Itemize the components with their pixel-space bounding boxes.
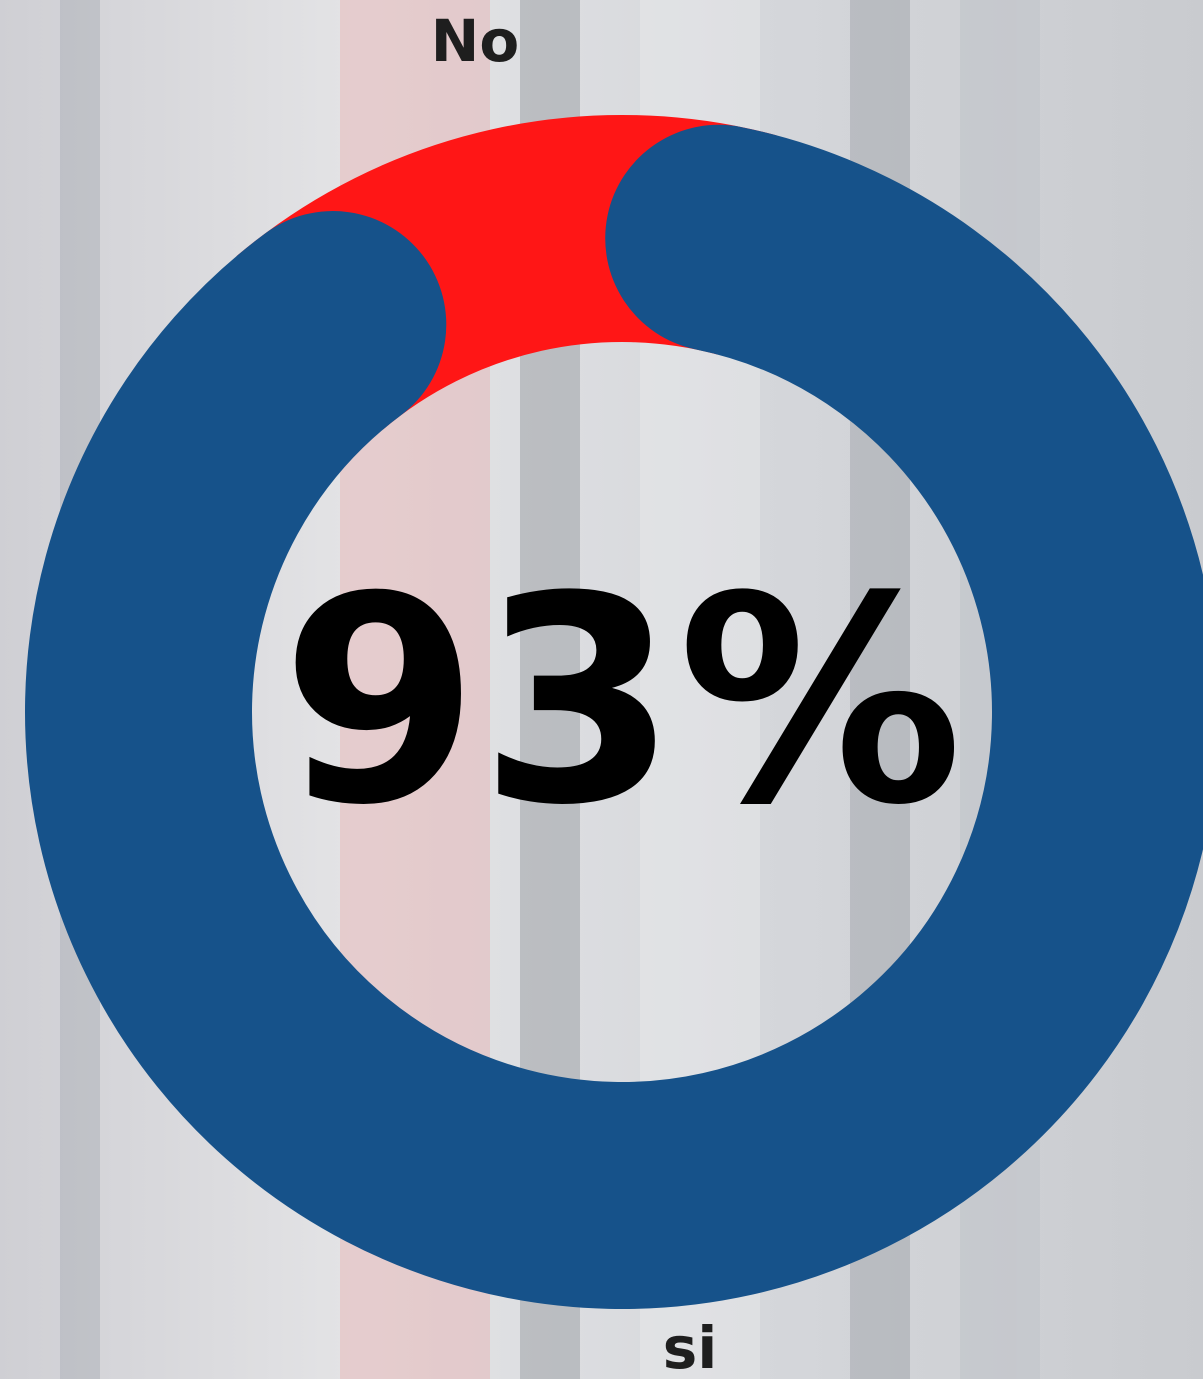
donut <box>25 115 1203 1309</box>
segment-label: No <box>431 7 519 75</box>
segment <box>25 124 1203 1309</box>
center-label: 93% <box>281 536 963 868</box>
segment-label: si <box>663 1314 717 1379</box>
